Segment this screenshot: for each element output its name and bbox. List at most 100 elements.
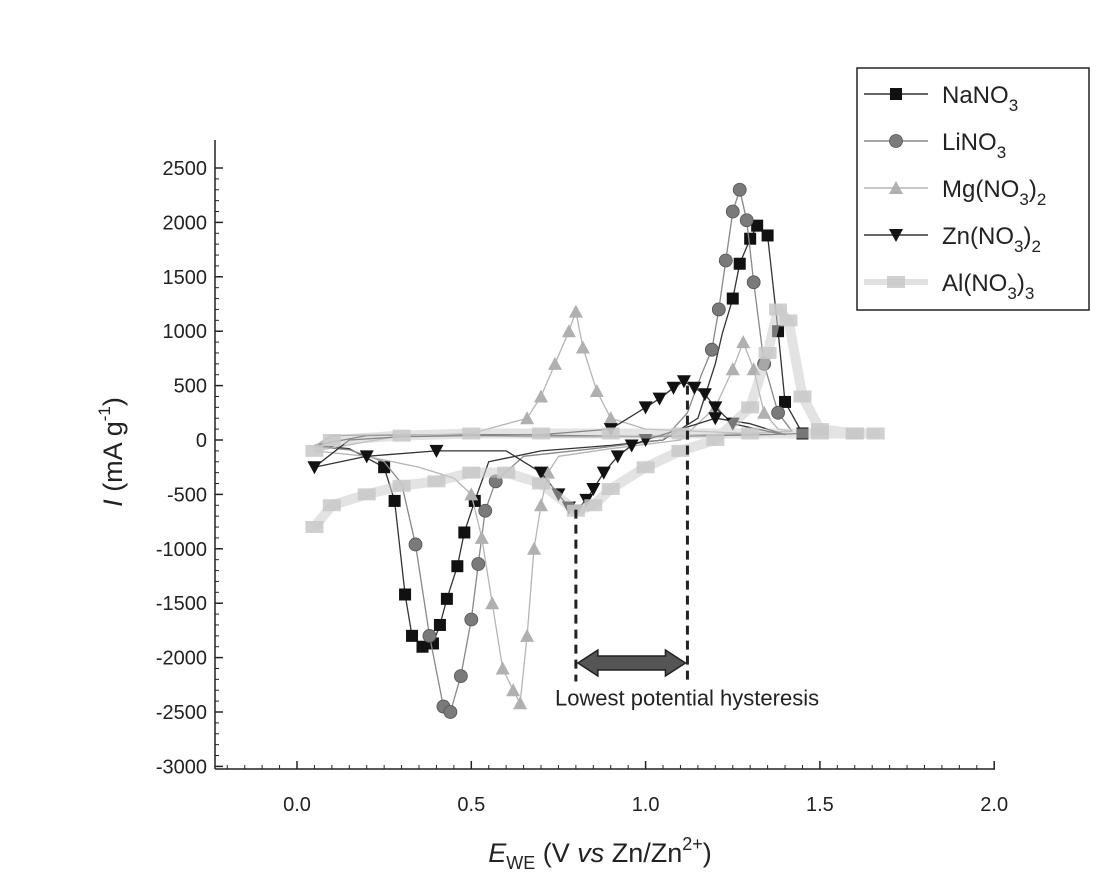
y-tick-label: -1000 — [156, 539, 207, 561]
data-point — [624, 439, 639, 453]
data-point — [464, 487, 479, 501]
data-point — [305, 521, 324, 534]
hysteresis-double-arrow — [576, 648, 687, 678]
data-point — [458, 526, 471, 539]
legend-label: Mg(NO3)2 — [942, 176, 1046, 209]
data-point — [741, 427, 760, 440]
y-tick-label: 500 — [174, 376, 207, 398]
data-point — [534, 466, 549, 480]
y-tick-label: -500 — [167, 484, 207, 506]
data-point — [359, 450, 374, 464]
data-point — [520, 628, 535, 642]
data-point — [462, 427, 481, 440]
x-tick-label: 1.0 — [632, 794, 660, 816]
data-point — [601, 482, 620, 495]
y-tick-label: 0 — [196, 430, 207, 452]
x-tick-label: 0.5 — [457, 794, 485, 816]
legend-marker — [889, 229, 903, 242]
data-point — [671, 444, 690, 457]
y-tick-label: -1500 — [156, 593, 207, 615]
data-point — [736, 335, 751, 349]
series-mgno32 — [314, 304, 793, 710]
data-point — [540, 465, 555, 479]
data-point — [687, 381, 702, 395]
data-point — [711, 302, 726, 317]
data-point — [725, 204, 740, 219]
legend-marker — [889, 134, 903, 148]
data-point — [636, 461, 655, 474]
data-point — [534, 389, 549, 403]
data-point — [793, 390, 812, 403]
data-point — [769, 303, 788, 316]
y-tick-label: 2500 — [163, 158, 208, 180]
y-axis-title: I (mA g-1) — [95, 397, 128, 507]
data-point — [388, 494, 401, 507]
data-point — [586, 482, 601, 496]
data-point — [392, 429, 411, 442]
data-point — [725, 362, 740, 376]
data-point — [584, 499, 603, 512]
data-point — [532, 477, 551, 490]
data-point — [451, 560, 464, 573]
data-point — [671, 427, 690, 440]
data-point — [497, 466, 516, 479]
data-point — [758, 346, 777, 359]
data-point — [547, 356, 562, 370]
data-point — [771, 405, 785, 420]
y-tick-label: -2000 — [156, 648, 207, 670]
x-tick-label: 2.0 — [980, 794, 1008, 816]
data-point — [322, 434, 341, 446]
y-tick-label: -3000 — [156, 756, 207, 778]
data-point — [462, 466, 481, 479]
data-point — [513, 696, 528, 710]
data-point — [761, 229, 774, 242]
data-point — [427, 475, 446, 488]
data-point — [464, 612, 479, 627]
data-point — [534, 498, 549, 512]
legend-label: Al(NO3)3 — [942, 270, 1034, 303]
data-point — [443, 705, 458, 719]
data-point — [392, 479, 411, 492]
data-point — [307, 461, 322, 475]
data-point — [322, 499, 341, 512]
data-point — [422, 628, 437, 643]
data-point — [520, 411, 535, 425]
legend-item: Al(NO3)3 — [864, 270, 1034, 303]
data-point — [610, 450, 625, 464]
data-point — [746, 275, 761, 290]
data-point — [429, 444, 444, 458]
legend: NaNO3 LiNO3 Mg(NO3)2 Zn(NO3)2 Al(NO3)3 — [856, 67, 1090, 311]
data-point — [652, 392, 667, 406]
data-point — [453, 669, 468, 683]
data-point — [732, 182, 747, 197]
series-line — [314, 189, 793, 713]
data-point — [704, 342, 719, 357]
y-tick-label: 2000 — [163, 212, 208, 234]
data-point — [561, 324, 576, 338]
data-point — [408, 537, 423, 552]
legend-label: LiNO3 — [942, 129, 1006, 162]
data-point — [568, 304, 583, 318]
data-point — [527, 541, 542, 555]
series-lino3 — [314, 182, 793, 719]
data-point — [751, 219, 764, 232]
legend-marker — [889, 181, 903, 194]
legend-label: NaNO3 — [942, 82, 1018, 115]
legend-label: Zn(NO3)2 — [942, 223, 1041, 256]
data-point — [506, 683, 521, 697]
data-point — [433, 618, 446, 631]
x-tick-label: 0.0 — [283, 794, 311, 816]
data-point — [708, 401, 723, 415]
data-point — [845, 427, 864, 440]
data-point — [638, 401, 653, 415]
series-line — [314, 310, 793, 704]
data-point — [532, 427, 551, 440]
y-tick-label: 1500 — [163, 267, 208, 289]
data-point — [589, 384, 604, 398]
legend-item: LiNO3 — [864, 129, 1006, 162]
data-point — [676, 375, 691, 389]
annotation-text: Lowest potential hysteresis — [555, 685, 819, 710]
data-point — [575, 340, 590, 354]
data-point — [741, 401, 760, 414]
legend-marker — [887, 276, 905, 288]
